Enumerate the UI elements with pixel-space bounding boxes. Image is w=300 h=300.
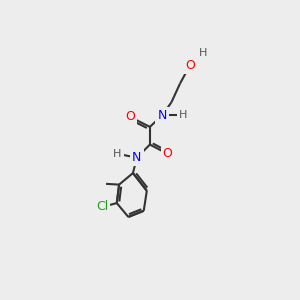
Text: H: H xyxy=(199,48,207,58)
Text: O: O xyxy=(125,110,135,123)
Text: H: H xyxy=(113,149,122,159)
Text: Cl: Cl xyxy=(96,200,108,213)
Text: N: N xyxy=(158,109,167,122)
Text: O: O xyxy=(163,147,172,160)
Text: N: N xyxy=(132,151,142,164)
Text: H: H xyxy=(179,110,187,120)
Text: O: O xyxy=(185,59,195,72)
